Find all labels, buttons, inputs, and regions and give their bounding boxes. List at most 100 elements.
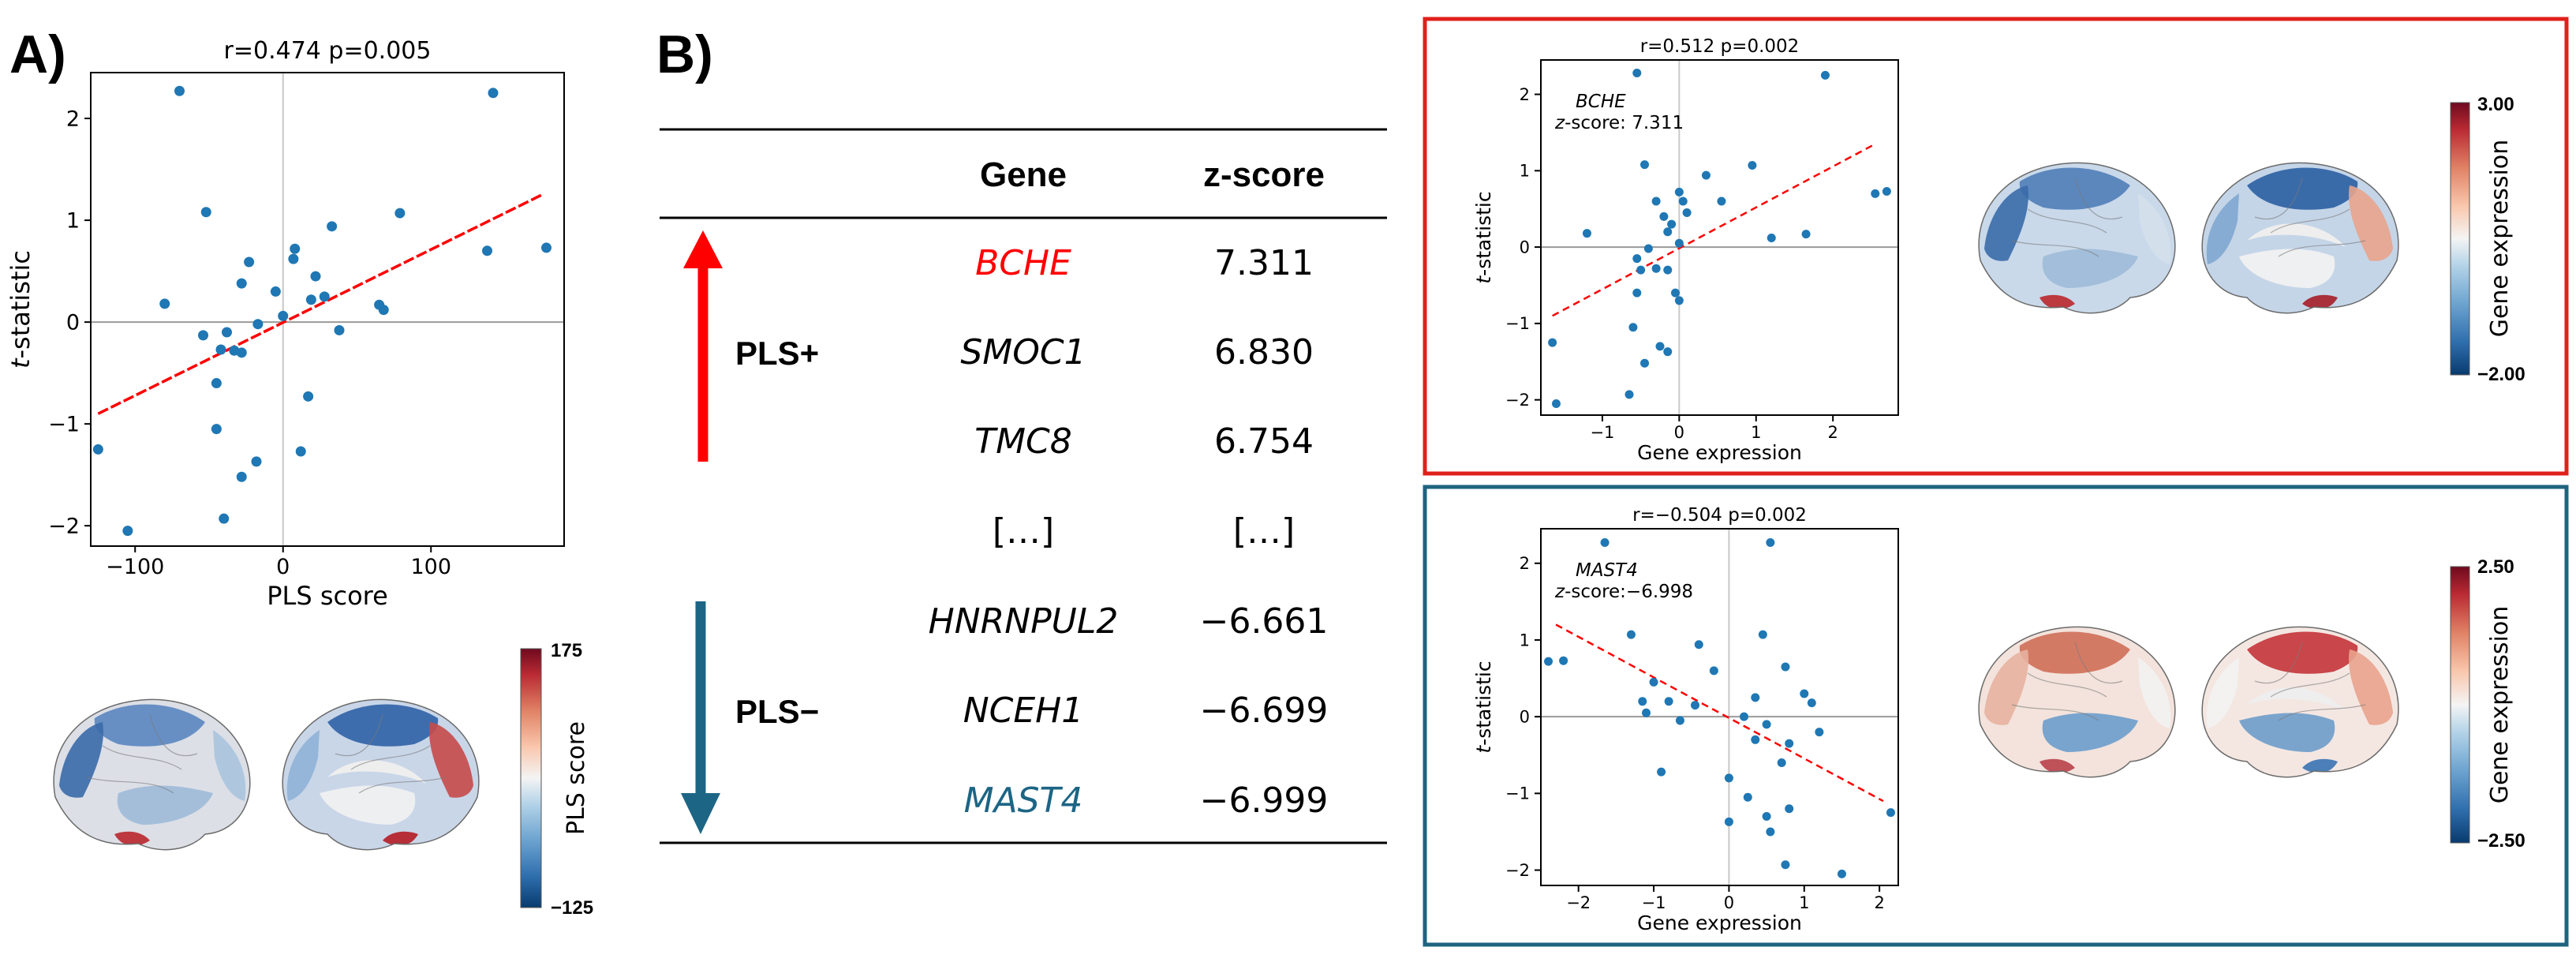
- brain-region: [2042, 713, 2138, 752]
- x-axis-label: PLS score: [267, 581, 388, 611]
- data-point: [1717, 197, 1726, 206]
- y-axis-label: t-statistic: [6, 250, 36, 369]
- data-point: [1781, 860, 1790, 870]
- brain-region: [2019, 631, 2130, 674]
- data-point: [1674, 296, 1684, 305]
- data-point: [92, 444, 103, 455]
- brain-region: [383, 831, 418, 846]
- table-zscore-cell: 6.754: [1214, 421, 1314, 462]
- brain-region: [114, 831, 150, 846]
- data-point: [1777, 758, 1786, 767]
- colorbar-bche-min: −2.00: [2477, 364, 2526, 385]
- y-tick-label: 0: [1520, 708, 1530, 727]
- colorbar-mast4-max: 2.50: [2477, 556, 2514, 578]
- y-tick-label: 1: [1520, 162, 1530, 181]
- table-zscore-cell: −6.999: [1200, 780, 1329, 821]
- data-point: [1632, 68, 1642, 77]
- data-point: [1674, 187, 1684, 197]
- y-tick-label: −1: [48, 413, 80, 437]
- data-point: [1642, 708, 1651, 717]
- scatter-plot-mast4: −2 −1 0 1 2 −2 −1 0 1 2 r=−0.504 p=0.002 Gene expre…: [1472, 505, 1899, 934]
- x-tick-label: −100: [106, 555, 164, 579]
- regression-line: [97, 193, 543, 415]
- colorbar-mast4: 2.50 −2.50 Gene expression: [2450, 556, 2526, 852]
- data-point: [1871, 189, 1880, 198]
- brain-region: [2039, 758, 2075, 773]
- data-point: [211, 378, 222, 389]
- data-point: [305, 294, 316, 305]
- colorbar-mast4-label: Gene expression: [2486, 606, 2514, 804]
- data-point: [303, 391, 314, 402]
- y-tick-label: 2: [1520, 85, 1530, 104]
- data-point: [1655, 342, 1665, 351]
- x-tick-label: 1: [1799, 893, 1809, 912]
- data-point: [122, 526, 133, 537]
- brain-region: [2247, 167, 2358, 210]
- annotation-zscore: z-score: 7.311: [1554, 113, 1684, 133]
- data-point: [541, 242, 551, 253]
- data-point: [1781, 662, 1790, 672]
- brain-outline: [1978, 162, 2176, 314]
- y-tick-label: 0: [1520, 238, 1530, 256]
- brain-medial-mast4: [2201, 626, 2399, 778]
- y-tick-label: 2: [66, 107, 80, 132]
- y-tick-label: 1: [66, 209, 80, 234]
- x-tick-label: 2: [1874, 893, 1884, 912]
- x-tick-label: 100: [410, 555, 451, 579]
- data-point: [278, 310, 289, 321]
- data-point: [1682, 208, 1692, 218]
- brain-region: [2138, 657, 2171, 728]
- data-point: [1709, 666, 1718, 676]
- brain-region: [2349, 185, 2393, 261]
- data-point: [334, 324, 345, 335]
- brain-region: [2302, 758, 2338, 773]
- y-tick-label: 2: [1520, 554, 1530, 573]
- data-point: [1649, 677, 1658, 687]
- plot-title: r=0.474 p=0.005: [224, 37, 432, 65]
- gene-table: Gene z-score BCHE 7.311 SMOC1 6.830 TMC8 6.75…: [660, 128, 1387, 844]
- data-point: [1766, 537, 1775, 547]
- data-point: [1751, 735, 1760, 744]
- brain-region: [2239, 249, 2335, 288]
- brain-region: [2349, 649, 2393, 725]
- brain-medial-bche: [2201, 162, 2399, 314]
- data-point: [1691, 701, 1700, 710]
- brain-region: [59, 722, 103, 798]
- y-tick-label: 0: [66, 311, 80, 335]
- data-point: [1667, 219, 1677, 229]
- brain-region: [2247, 631, 2358, 674]
- plot-title: r=−0.504 p=0.002: [1632, 505, 1807, 526]
- data-point: [1638, 697, 1647, 706]
- data-point: [215, 344, 226, 355]
- annotation-gene: BCHE: [1576, 92, 1626, 112]
- brain-sulci: [2011, 641, 2123, 721]
- colorbar-mast4-min: −2.50: [2477, 830, 2526, 852]
- data-point: [1694, 640, 1703, 649]
- regression-line: [1552, 143, 1876, 317]
- colorbar-bche: 3.00 −2.00 Gene expression: [2450, 94, 2526, 385]
- table-rows: BCHE 7.311 SMOC1 6.830 TMC8 6.754 […] […] HNRNPU…: [929, 243, 1329, 821]
- data-point: [159, 298, 170, 309]
- brain-sulci: [335, 713, 447, 794]
- data-point: [219, 513, 230, 524]
- data-point: [1663, 227, 1673, 237]
- data-point: [1674, 238, 1684, 248]
- bche-panel-frame: [1423, 17, 2569, 476]
- brain-region: [2206, 193, 2239, 264]
- data-point: [1724, 817, 1733, 826]
- data-point: [1640, 160, 1650, 170]
- corpus-callosum: [2247, 687, 2346, 711]
- data-point: [327, 221, 338, 232]
- colorbar-pls-max: 175: [551, 640, 582, 661]
- data-point: [1762, 812, 1771, 822]
- brain-region: [1984, 649, 2028, 725]
- data-point: [1600, 537, 1610, 547]
- data-point: [1628, 323, 1638, 332]
- data-point: [1640, 358, 1650, 368]
- x-tick-label: 2: [1828, 423, 1838, 442]
- data-point: [1785, 739, 1794, 748]
- data-point: [1751, 693, 1760, 702]
- data-point: [1663, 347, 1673, 357]
- data-point: [1670, 288, 1680, 298]
- colorbar-pls-label: PLS score: [563, 721, 590, 835]
